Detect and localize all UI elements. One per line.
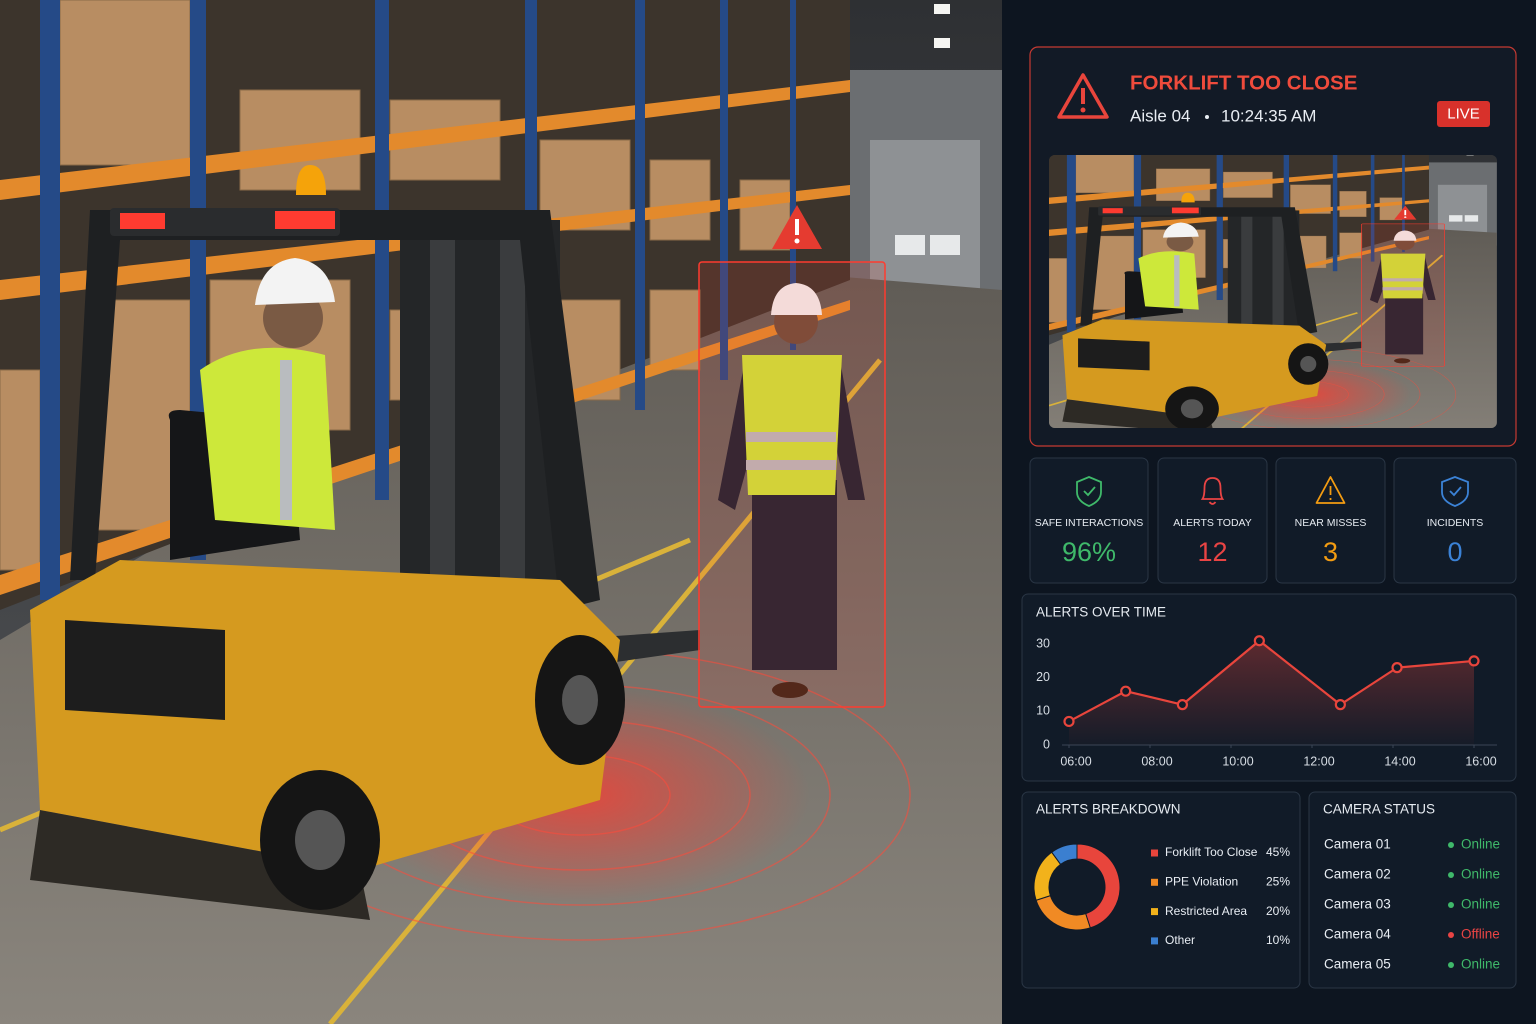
status-dot	[1448, 872, 1454, 878]
stat-card	[1157, 457, 1268, 584]
stat-label: SAFE INTERACTIONS	[1035, 517, 1144, 529]
live-badge	[1437, 101, 1490, 127]
legend-swatch	[1151, 878, 1158, 886]
legend-value: 25%	[1266, 874, 1290, 888]
line-point	[1063, 715, 1075, 728]
bell-icon	[1200, 477, 1225, 505]
status-dot	[1448, 932, 1454, 938]
x-tick-label: 14:00	[1384, 754, 1415, 768]
legend-value: 20%	[1266, 904, 1290, 918]
stat-card	[1029, 457, 1149, 584]
legend-label: Forklift Too Close	[1165, 845, 1258, 859]
legend-swatch	[1151, 849, 1158, 857]
stat-card	[1393, 457, 1517, 584]
stat-label: NEAR MISSES	[1295, 517, 1367, 529]
alert-title: FORKLIFT TOO CLOSE	[1130, 71, 1357, 94]
camera-card	[1308, 791, 1517, 989]
camera-name: Camera 02	[1324, 867, 1391, 882]
legend-label: PPE Violation	[1165, 874, 1238, 888]
status-dot	[1448, 962, 1454, 968]
line-point	[1334, 699, 1346, 711]
x-tick-label: 16:00	[1465, 754, 1496, 768]
stat-card	[1275, 457, 1386, 584]
camera-status: Offline	[1461, 927, 1500, 942]
stat-value: 0	[1447, 537, 1462, 567]
alert-time: 10:24:35 AM	[1221, 106, 1316, 125]
line-point	[1120, 685, 1132, 697]
camera-name: Camera 04	[1324, 927, 1391, 942]
x-tick-label: 12:00	[1303, 754, 1334, 768]
live-badge-label: LIVE	[1447, 105, 1480, 122]
camera-thumbnail	[1049, 155, 1497, 428]
camera-status: Online	[1461, 867, 1500, 882]
stat-value: 12	[1197, 537, 1227, 567]
x-tick-label: 06:00	[1060, 754, 1091, 768]
y-tick-label: 10	[1036, 704, 1050, 718]
camera-name: Camera 01	[1324, 837, 1391, 852]
line-point	[1391, 662, 1403, 674]
breakdown-card	[1021, 791, 1301, 989]
camera-status-title: CAMERA STATUS	[1323, 802, 1435, 817]
x-tick-label: 10:00	[1222, 754, 1253, 768]
line-point	[1468, 655, 1480, 667]
camera-status: Online	[1461, 837, 1500, 852]
line-point	[1253, 635, 1265, 647]
stat-value: 96%	[1062, 537, 1116, 567]
shield-icon	[1076, 476, 1102, 507]
legend-swatch	[1151, 937, 1158, 945]
warning-icon	[1057, 73, 1109, 119]
warning-icon	[1315, 476, 1346, 504]
line-chart-title: ALERTS OVER TIME	[1036, 605, 1166, 620]
donut-slice	[1051, 843, 1078, 866]
legend-swatch	[1151, 908, 1158, 916]
legend-label: Restricted Area	[1165, 904, 1247, 918]
pie-chart-title: ALERTS BREAKDOWN	[1036, 802, 1181, 817]
stat-label: INCIDENTS	[1427, 517, 1484, 529]
y-tick-label: 30	[1036, 636, 1050, 650]
y-tick-label: 0	[1043, 737, 1050, 751]
camera-status: Online	[1461, 957, 1500, 972]
camera-name: Camera 03	[1324, 897, 1391, 912]
donut-slice	[1076, 843, 1121, 929]
status-dot	[1448, 842, 1454, 848]
stat-value: 3	[1323, 537, 1338, 567]
camera-status: Online	[1461, 897, 1500, 912]
separator-dot	[1205, 115, 1209, 119]
line-point	[1176, 699, 1189, 711]
x-tick-label: 08:00	[1141, 754, 1172, 768]
y-tick-label: 20	[1036, 670, 1050, 684]
legend-value: 45%	[1266, 845, 1290, 859]
alert-location: Aisle 04	[1130, 106, 1190, 125]
line-area	[1069, 640, 1474, 745]
shield-icon	[1441, 476, 1469, 507]
status-dot	[1448, 902, 1454, 908]
camera-scene	[0, 0, 1002, 1024]
camera-name: Camera 05	[1324, 957, 1391, 972]
legend-value: 10%	[1266, 933, 1290, 947]
stat-label: ALERTS TODAY	[1173, 517, 1252, 529]
legend-label: Other	[1165, 933, 1195, 947]
